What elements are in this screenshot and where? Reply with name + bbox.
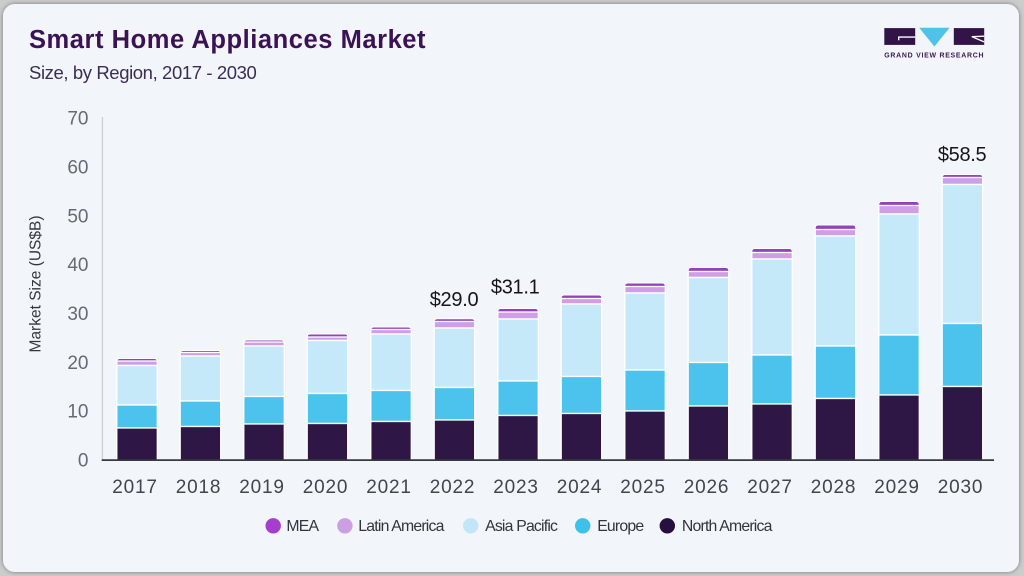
svg-text:GRAND VIEW RESEARCH: GRAND VIEW RESEARCH xyxy=(884,51,984,60)
svg-text:$29.0: $29.0 xyxy=(430,289,479,311)
svg-text:Size, by Region, 2017 - 2030: Size, by Region, 2017 - 2030 xyxy=(29,62,257,83)
svg-text:$58.5: $58.5 xyxy=(938,144,987,166)
svg-text:60: 60 xyxy=(67,158,88,179)
svg-text:30: 30 xyxy=(67,304,88,325)
svg-text:2024: 2024 xyxy=(557,477,602,498)
svg-text:50: 50 xyxy=(67,206,88,227)
svg-text:0: 0 xyxy=(78,450,89,471)
svg-text:$31.1: $31.1 xyxy=(491,276,540,298)
svg-text:MEA: MEA xyxy=(286,518,319,535)
svg-text:2030: 2030 xyxy=(938,477,983,498)
svg-text:Europe: Europe xyxy=(597,518,644,535)
svg-text:70: 70 xyxy=(67,109,88,130)
svg-text:2027: 2027 xyxy=(747,477,792,498)
svg-text:2025: 2025 xyxy=(620,477,665,498)
svg-text:2028: 2028 xyxy=(811,477,856,498)
svg-text:2019: 2019 xyxy=(239,477,284,498)
svg-text:Latin America: Latin America xyxy=(358,518,444,535)
svg-text:2022: 2022 xyxy=(430,477,475,498)
svg-text:North America: North America xyxy=(682,518,773,535)
svg-text:20: 20 xyxy=(67,353,88,374)
svg-text:Market Size (US$B): Market Size (US$B) xyxy=(27,216,44,353)
svg-text:2017: 2017 xyxy=(112,477,157,498)
svg-text:2023: 2023 xyxy=(493,477,538,498)
svg-text:2018: 2018 xyxy=(176,477,221,498)
svg-text:10: 10 xyxy=(67,402,88,423)
svg-text:2021: 2021 xyxy=(366,477,411,498)
svg-text:2026: 2026 xyxy=(684,477,729,498)
svg-text:40: 40 xyxy=(67,255,88,276)
svg-text:Smart Home Appliances Market: Smart Home Appliances Market xyxy=(29,26,426,54)
svg-text:Asia Pacific: Asia Pacific xyxy=(485,518,558,535)
svg-text:2020: 2020 xyxy=(303,477,348,498)
svg-text:2029: 2029 xyxy=(874,477,919,498)
